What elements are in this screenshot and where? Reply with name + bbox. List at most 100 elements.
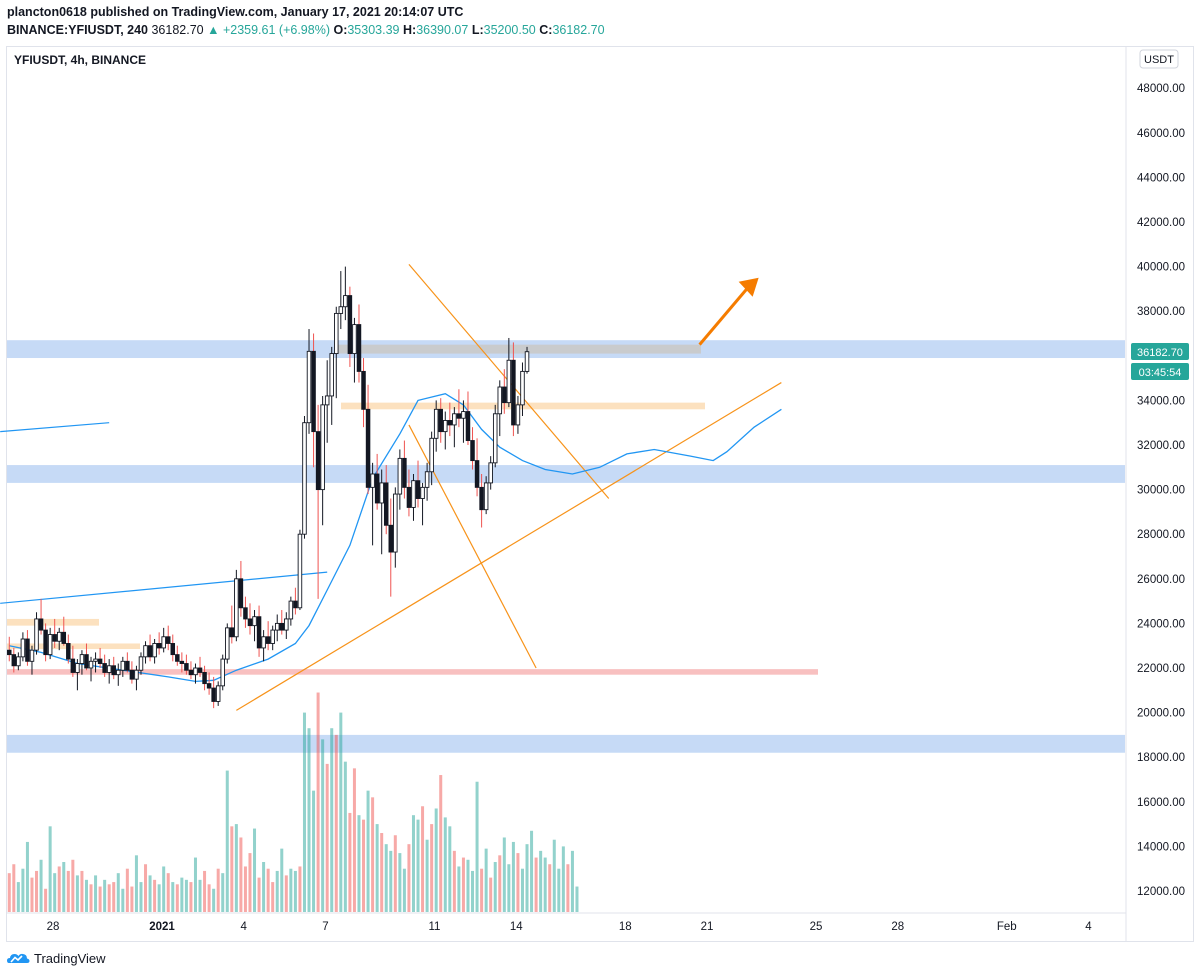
candle-down bbox=[474, 438, 480, 497]
volume-bar bbox=[443, 817, 447, 912]
arrow-shaft bbox=[698, 285, 750, 346]
volume-bar bbox=[343, 761, 347, 912]
candle-down bbox=[383, 465, 389, 535]
volume-bar bbox=[284, 875, 288, 912]
volume-bar bbox=[98, 886, 102, 912]
candle-up bbox=[320, 395, 325, 526]
candle-body bbox=[75, 663, 80, 673]
candle-body bbox=[61, 631, 67, 644]
candle-down bbox=[361, 358, 366, 428]
candle-down bbox=[243, 596, 248, 628]
candle-up bbox=[429, 431, 434, 486]
candle-down bbox=[279, 610, 285, 635]
volume-bar bbox=[466, 859, 470, 912]
candle-body bbox=[79, 654, 85, 664]
time-tick-label: 21 bbox=[701, 921, 714, 933]
volume-bar bbox=[384, 844, 388, 912]
candle-up bbox=[334, 306, 339, 399]
volume-bar bbox=[94, 875, 98, 912]
currency-badge[interactable]: USDT bbox=[1139, 49, 1179, 69]
candle-body bbox=[347, 295, 353, 355]
candle-down bbox=[70, 645, 76, 677]
candle-body bbox=[220, 658, 225, 687]
candle-down bbox=[388, 498, 394, 597]
candle-up bbox=[497, 380, 503, 437]
candle-body bbox=[452, 413, 457, 426]
candle-down bbox=[25, 630, 30, 666]
volume-bar bbox=[289, 868, 293, 912]
candle-body bbox=[193, 667, 198, 676]
candle-body bbox=[106, 665, 112, 673]
volume-bar bbox=[348, 812, 352, 912]
price-tick-label: 30000.00 bbox=[1137, 485, 1185, 497]
chart-header: plancton0618 published on TradingView.co… bbox=[0, 0, 1200, 42]
candle-body bbox=[265, 636, 271, 644]
volume-bar bbox=[461, 857, 465, 912]
volume-bar bbox=[207, 884, 211, 912]
candle-down bbox=[188, 661, 194, 680]
candle-body bbox=[343, 295, 348, 308]
candle-down bbox=[402, 440, 407, 499]
candle-body bbox=[34, 618, 39, 651]
tradingview-logo[interactable]: TradingView bbox=[6, 950, 106, 966]
candle-body bbox=[206, 683, 212, 689]
volume-bar bbox=[248, 853, 252, 912]
candle-down bbox=[184, 654, 189, 675]
candle-up bbox=[106, 659, 112, 684]
price-tick-label: 28000.00 bbox=[1137, 529, 1185, 541]
candle-up bbox=[324, 360, 330, 443]
volume-bar bbox=[144, 864, 148, 912]
volume-bar bbox=[171, 882, 175, 912]
candle-body bbox=[84, 654, 89, 669]
candle-up bbox=[515, 395, 521, 434]
volume-bar bbox=[280, 848, 284, 912]
candle-body bbox=[315, 431, 321, 491]
candle-body bbox=[306, 350, 312, 424]
price-tick-label: 18000.00 bbox=[1137, 752, 1185, 764]
candle-body bbox=[383, 482, 389, 526]
candle-up bbox=[284, 612, 289, 640]
candle-down bbox=[415, 460, 421, 508]
candle-body bbox=[338, 306, 344, 314]
open-label: O: bbox=[333, 23, 348, 37]
candle-down bbox=[102, 654, 107, 677]
volume-bar bbox=[543, 857, 547, 912]
orange-trend-line bbox=[236, 382, 782, 711]
volume-bar bbox=[448, 826, 452, 912]
high-value: 36390.07 bbox=[416, 23, 469, 37]
volume-bar bbox=[25, 841, 29, 912]
volume-bar bbox=[475, 781, 479, 912]
candle-down bbox=[175, 645, 180, 666]
volume-bar bbox=[507, 864, 511, 912]
price-tick-label: 16000.00 bbox=[1137, 797, 1185, 809]
volume-bar bbox=[484, 848, 488, 912]
candle-down bbox=[156, 632, 162, 655]
candle-body bbox=[256, 616, 262, 649]
candle-up bbox=[288, 596, 294, 626]
volume-bar bbox=[520, 868, 524, 912]
volume-bar bbox=[234, 824, 238, 912]
candle-up bbox=[420, 482, 425, 526]
candle-body bbox=[88, 660, 94, 669]
price-tick-label: 14000.00 bbox=[1137, 841, 1185, 853]
trendline-layer bbox=[0, 263, 782, 711]
candle-body bbox=[238, 578, 244, 609]
blue-trend-line bbox=[0, 571, 328, 604]
tradingview-brand: TradingView bbox=[34, 950, 106, 966]
candle-up bbox=[443, 411, 448, 450]
time-tick-label: 25 bbox=[810, 921, 823, 933]
candle-down bbox=[111, 656, 116, 680]
volume-bar bbox=[557, 868, 561, 912]
volume-bar bbox=[371, 797, 375, 912]
volume-bar bbox=[530, 830, 534, 912]
candle-body bbox=[502, 386, 507, 404]
volume-bar bbox=[125, 868, 129, 912]
candle-body bbox=[388, 524, 394, 553]
volume-bar bbox=[330, 728, 334, 912]
volume-bar bbox=[71, 859, 75, 912]
volume-bar bbox=[266, 868, 270, 912]
candle-up bbox=[234, 569, 239, 642]
close-label: C: bbox=[539, 23, 553, 37]
candle-up bbox=[397, 449, 403, 510]
